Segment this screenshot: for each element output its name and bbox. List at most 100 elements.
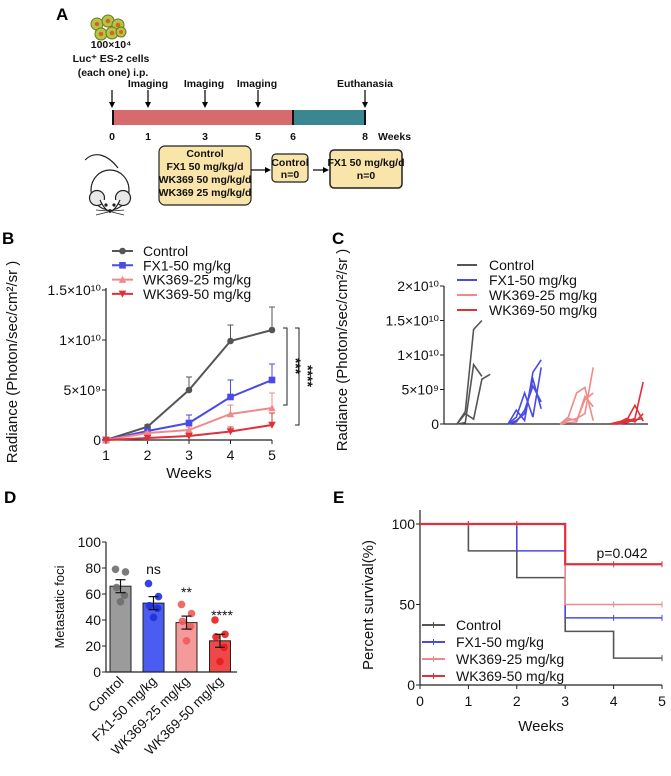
e-x-tick-label: 4 (610, 693, 618, 709)
fx1-box (329, 149, 403, 189)
timeline-arrowheads (109, 102, 368, 108)
b-y-tick-label: 1.5×10¹⁰ (48, 282, 102, 298)
e-x-tick-label: 3 (561, 693, 569, 709)
d-y-axis-title: Metastatic foci (52, 565, 67, 648)
c-group-wk369-50-mg-kg (609, 381, 644, 425)
b-legend-marker (119, 247, 126, 255)
b-y-axis-title: Radiance (Photon/sec/cm²/sr ) (4, 261, 21, 464)
c-legend-label: WK369-25 mg/kg (489, 287, 597, 303)
b-legend-label: Control (143, 243, 188, 259)
b-significance-label: *** (288, 358, 304, 375)
e-y-tick-label: 100 (392, 516, 416, 532)
treatment-groups-box (158, 145, 252, 206)
b-y-tick-label: 0 (93, 432, 101, 448)
arrowhead (265, 167, 271, 173)
e-legend-label: WK369-50 mg/kg (456, 668, 564, 684)
c-legend-label: Control (489, 257, 534, 273)
b-series-wk369-50-mg-kg (102, 412, 276, 444)
panel-a: A 100×10⁴ Luc⁺ ES-2 cells (each one) i.p… (56, 5, 411, 216)
c-animal-trace (610, 417, 644, 425)
d-y-tick-label: 20 (85, 638, 101, 654)
b-data-point (268, 421, 276, 429)
b-data-point (102, 436, 110, 444)
box-line: n=0 (357, 170, 376, 182)
b-y-tick-label: 1×10¹⁰ (59, 332, 101, 348)
event-label-week1: Imaging (128, 78, 168, 90)
b-data-point (185, 419, 193, 427)
b-data-point (143, 429, 152, 437)
timeline-dividers (112, 110, 366, 125)
d-data-point (211, 616, 219, 624)
d-data-point (145, 601, 154, 610)
d-data-point (112, 583, 121, 592)
c-y-axis-title: Radiance (Photon/sec/cm²/sr ) (334, 249, 351, 452)
b-data-point (227, 337, 234, 345)
panel-label-d: D (4, 488, 16, 507)
box-line: WK369 50 mg/kg/d (159, 174, 252, 186)
d-data-point (116, 598, 125, 606)
panel-label-a: A (56, 5, 68, 24)
box-line: FX1 50 mg/kg/d (327, 157, 404, 169)
box-line: WK369 25 mg/kg/d (159, 187, 252, 199)
e-y-tick-label: 50 (399, 597, 415, 613)
box-line: Control (271, 157, 308, 169)
c-animal-trace (507, 375, 542, 425)
c-animal-trace (507, 367, 542, 425)
b-data-point (227, 393, 234, 401)
e-x-tick-label: 1 (465, 693, 473, 709)
d-y-tick-label: 40 (85, 612, 101, 628)
b-x-tick-label: 4 (227, 447, 235, 463)
b-significance-bracket (295, 327, 300, 426)
d-data-point (212, 633, 220, 641)
tick-week-0: 0 (109, 131, 115, 143)
e-y-axis-title: Percent survival(%) (360, 540, 377, 670)
arrowhead (323, 167, 329, 173)
c-y-tick-label: 5×10⁹ (401, 382, 439, 398)
e-survival-curve (420, 523, 662, 659)
treatment-phase-bar (112, 110, 293, 125)
b-x-tick-label: 3 (185, 447, 193, 463)
b-legend-label: FX1-50 mg/kg (143, 257, 231, 273)
e-x-tick-label: 5 (658, 693, 666, 709)
d-data-point (186, 622, 195, 631)
b-significance-bracket (283, 327, 288, 406)
b-x-tick-label: 5 (268, 447, 276, 463)
cells-injection: (each one) i.p. (78, 67, 149, 79)
d-data-point (120, 591, 129, 600)
cells-count: 100×10⁴ (91, 39, 132, 51)
d-data-point (121, 568, 130, 576)
c-y-tick-label: 2×10¹⁰ (397, 278, 439, 294)
c-group-wk369-25-mg-kg (559, 367, 594, 425)
e-legend-label: Control (456, 617, 501, 633)
b-data-point (268, 376, 276, 384)
e-x-axis-title: Weeks (518, 718, 564, 735)
b-x-axis-title: Weeks (166, 465, 212, 482)
event-label-week8: Euthanasia (337, 78, 393, 90)
d-data-point (111, 565, 120, 574)
d-data-point (182, 637, 191, 645)
tick-week-1: 1 (145, 131, 151, 143)
p-value-annotation: p=0.042 (597, 545, 648, 561)
c-group-control (456, 319, 491, 425)
c-animal-trace (507, 359, 542, 425)
tick-week-3: 3 (202, 131, 208, 143)
tick-week-6: 6 (290, 131, 296, 143)
panel-label-e: E (333, 488, 344, 507)
b-legend-label: WK369-50 mg/kg (143, 286, 251, 302)
b-significance-label: **** (300, 365, 316, 387)
c-legend-label: WK369-50 mg/kg (489, 302, 597, 318)
b-data-point (268, 404, 276, 412)
d-data-point (177, 600, 186, 609)
e-legend-label: WK369-25 mg/kg (456, 651, 564, 667)
d-data-point (153, 604, 162, 613)
b-series-wk369-25-mg-kg (102, 392, 276, 444)
box-line: n=0 (281, 169, 300, 181)
b-data-point (226, 428, 235, 436)
b-data-point (226, 410, 235, 418)
e-x-tick-label: 0 (416, 693, 424, 709)
b-x-tick-label: 2 (144, 447, 152, 463)
b-data-point (143, 434, 152, 442)
